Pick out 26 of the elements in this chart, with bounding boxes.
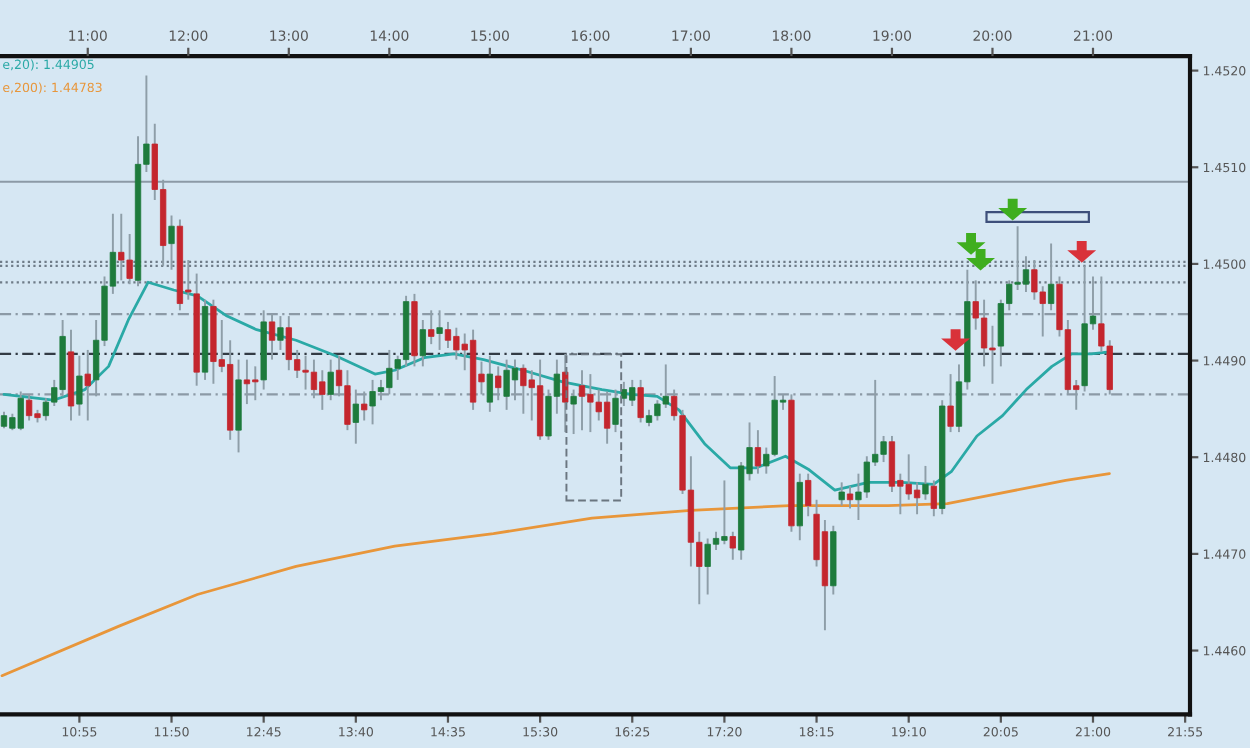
candlestick [922, 464, 929, 501]
candlestick [453, 326, 460, 361]
candlestick [805, 472, 812, 518]
candlestick [913, 481, 921, 516]
candlestick [930, 479, 937, 518]
candlestick [838, 481, 845, 507]
candlestick [1022, 255, 1030, 293]
line-series [0, 472, 1111, 678]
candlestick [126, 232, 133, 286]
candlestick [277, 315, 284, 351]
candlestick [118, 212, 125, 282]
candlestick [704, 537, 711, 596]
candlestick [796, 472, 803, 542]
candlestick [729, 530, 736, 561]
candlestick [654, 399, 661, 422]
candlestick [989, 324, 996, 385]
candlestick [721, 479, 728, 546]
candlestick [905, 453, 912, 501]
candlestick [168, 214, 175, 271]
candlestick [419, 319, 426, 368]
candlestick [888, 435, 896, 493]
candlestick [846, 485, 854, 510]
candlestick [754, 429, 762, 475]
candlestick [444, 320, 452, 349]
candlestick [1031, 259, 1038, 301]
candlestick [880, 435, 887, 464]
